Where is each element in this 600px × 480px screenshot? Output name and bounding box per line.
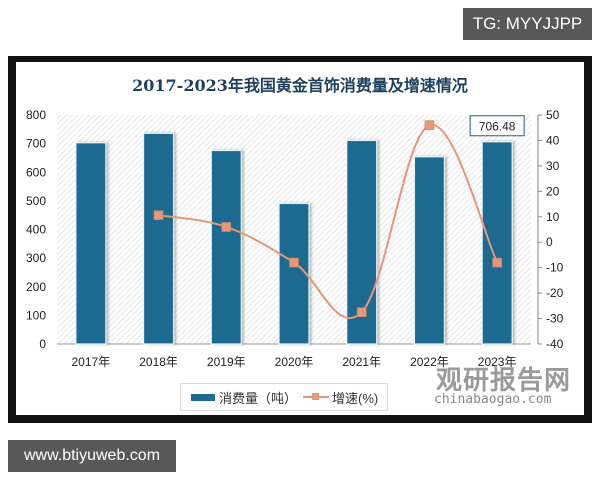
legend-label-consumption: 消费量（吨） xyxy=(219,390,298,406)
legend-swatch-bar xyxy=(191,393,215,401)
bar xyxy=(142,132,175,345)
bar xyxy=(75,142,107,345)
bar xyxy=(481,141,513,345)
left-tick-label: 500 xyxy=(26,194,46,208)
left-tick-label: 300 xyxy=(26,251,46,265)
right-tick-label: 10 xyxy=(546,210,560,224)
bar xyxy=(413,156,446,345)
growth-marker xyxy=(424,120,435,130)
x-tick-label: 2019年 xyxy=(207,355,246,369)
left-tick-label: 700 xyxy=(26,137,46,151)
right-tick-label: 0 xyxy=(546,235,553,249)
right-tick-label: 50 xyxy=(546,108,560,122)
right-tick-label: 30 xyxy=(546,159,560,173)
left-tick-label: 0 xyxy=(39,337,46,351)
left-tick-label: 600 xyxy=(26,165,46,179)
x-axis-labels: 2017年 2018年 2019年 2020年 2021年 2022年 2023年 xyxy=(72,355,517,369)
left-tick-label: 400 xyxy=(26,223,46,237)
watermark-logo-text: 观研报告网 xyxy=(436,365,572,395)
data-label-2023: 706.48 xyxy=(479,119,516,133)
growth-marker xyxy=(356,307,367,317)
x-tick-label: 2020年 xyxy=(275,355,314,369)
right-tick-label: -40 xyxy=(546,337,564,351)
right-tick-label: 40 xyxy=(546,133,560,147)
growth-line-series xyxy=(153,120,502,320)
right-tick-label: -10 xyxy=(546,261,564,275)
watermark-url: chinabaogao.com xyxy=(434,392,552,407)
bar xyxy=(278,202,310,345)
tg-badge: TG: MYYJJPP xyxy=(463,8,592,40)
left-axis: 0 100 200 300 400 500 600 700 800 xyxy=(26,108,46,351)
x-tick-label: 2021年 xyxy=(342,355,381,369)
x-tick-label: 2022年 xyxy=(410,355,449,369)
site-badge: www.btiyuweb.com xyxy=(8,440,176,472)
growth-marker xyxy=(221,222,232,232)
data-label: 706.48 xyxy=(469,115,525,137)
right-tick-label: 20 xyxy=(546,184,560,198)
chart-title: 2017-2023年我国黄金首饰消费量及增速情况 xyxy=(132,76,468,95)
growth-marker xyxy=(492,257,502,268)
right-tick-label: -30 xyxy=(546,312,564,326)
right-axis: -40 -30 -20 -10 0 10 20 30 40 50 xyxy=(537,108,564,351)
left-tick-label: 100 xyxy=(26,308,46,322)
left-tick-label: 800 xyxy=(26,108,46,122)
x-tick-label: 2018年 xyxy=(139,355,178,369)
left-tick-label: 200 xyxy=(26,280,46,294)
growth-marker xyxy=(289,257,299,268)
bar xyxy=(210,149,242,345)
legend-swatch-line xyxy=(303,393,330,401)
legend-label-growth: 增速(%) xyxy=(332,390,379,406)
bar-series xyxy=(75,132,513,345)
growth-marker xyxy=(153,210,164,221)
x-tick-label: 2023年 xyxy=(478,355,517,369)
right-tick-label: -20 xyxy=(546,286,564,300)
x-tick-label: 2017年 xyxy=(72,355,111,369)
legend: 消费量（吨） 增速(%) xyxy=(180,383,388,411)
